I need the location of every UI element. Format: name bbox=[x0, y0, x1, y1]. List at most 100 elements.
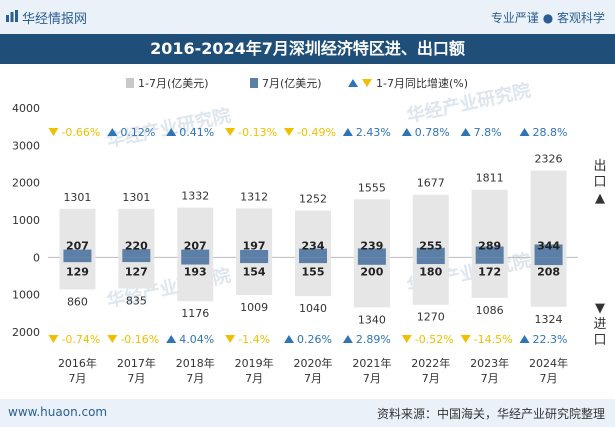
legend-down-arrow-icon bbox=[362, 79, 372, 87]
up-arrow-icon bbox=[107, 128, 118, 136]
import-ytd-label: 835 bbox=[126, 295, 147, 308]
import-month-bar bbox=[63, 257, 92, 263]
x-tick-label: 7月 bbox=[481, 372, 499, 385]
export-ytd-bar bbox=[471, 189, 508, 258]
x-tick-label: 2022年 bbox=[411, 356, 450, 370]
import-month-label: 208 bbox=[537, 265, 560, 278]
import-month-label: 200 bbox=[360, 265, 383, 278]
import-month-bar bbox=[475, 257, 504, 264]
import-ytd-label: 1009 bbox=[240, 301, 268, 314]
export-side-label: ▲ bbox=[595, 191, 605, 206]
import-ytd-bar bbox=[177, 257, 214, 302]
up-arrow-icon bbox=[401, 128, 412, 136]
import-growth-label: -0.74% bbox=[61, 333, 100, 346]
x-tick-label: 2024年 bbox=[529, 356, 568, 370]
x-tick-label: 7月 bbox=[422, 372, 440, 385]
y-tick-label: 0 bbox=[33, 251, 40, 264]
down-arrow-icon bbox=[107, 335, 118, 343]
import-ytd-label: 1270 bbox=[417, 311, 445, 324]
export-growth-label: -0.49% bbox=[297, 126, 336, 139]
import-month-label: 155 bbox=[302, 265, 325, 278]
import-month-bar bbox=[416, 257, 445, 265]
import-growth-label: -14.5% bbox=[474, 333, 513, 346]
y-tick-label: 3000 bbox=[12, 139, 40, 152]
import-month-label: 127 bbox=[125, 265, 148, 278]
chart-title: 2016-2024年7月深圳经济特区进、出口额 bbox=[0, 34, 615, 64]
export-ytd-label: 1811 bbox=[476, 172, 504, 185]
import-ytd-bar bbox=[295, 257, 331, 297]
import-growth-label: 0.26% bbox=[297, 333, 332, 346]
down-arrow-icon bbox=[401, 335, 412, 343]
export-month-label: 239 bbox=[360, 239, 383, 252]
down-arrow-icon bbox=[225, 128, 236, 136]
legend-up-arrow-icon bbox=[348, 79, 358, 87]
export-growth-label: 0.41% bbox=[179, 126, 214, 139]
export-month-bar bbox=[122, 249, 151, 258]
x-tick-label: 2016年 bbox=[58, 356, 97, 370]
export-month-label: 197 bbox=[243, 239, 266, 252]
import-growth-label: 22.3% bbox=[533, 333, 568, 346]
up-arrow-icon bbox=[166, 335, 177, 343]
export-month-bar bbox=[534, 244, 563, 258]
import-side-label: 口 bbox=[593, 333, 606, 348]
export-ytd-label: 1252 bbox=[299, 193, 327, 206]
export-month-label: 289 bbox=[478, 239, 501, 252]
import-month-label: 180 bbox=[419, 265, 442, 278]
export-growth-label: -0.66% bbox=[61, 126, 100, 139]
import-month-label: 172 bbox=[478, 265, 501, 278]
export-ytd-bar bbox=[59, 208, 96, 258]
export-ytd-label: 1301 bbox=[122, 191, 150, 204]
import-side-label: 进 bbox=[593, 317, 606, 332]
import-month-bar bbox=[181, 257, 210, 265]
down-arrow-icon bbox=[225, 335, 236, 343]
import-ytd-bar bbox=[236, 257, 273, 296]
export-growth-label: 2.43% bbox=[356, 126, 391, 139]
up-arrow-icon bbox=[166, 128, 177, 136]
export-month-bar bbox=[357, 248, 386, 258]
x-tick-label: 2019年 bbox=[235, 356, 274, 370]
export-growth-label: 28.8% bbox=[533, 126, 568, 139]
legend-label-growth: 1-7月同比增速(%) bbox=[376, 76, 468, 90]
import-month-label: 154 bbox=[243, 265, 266, 278]
x-tick-label: 2020年 bbox=[294, 356, 333, 370]
export-month-bar bbox=[416, 247, 445, 258]
export-month-bar bbox=[63, 249, 92, 258]
import-ytd-bar bbox=[530, 257, 567, 307]
x-tick-label: 7月 bbox=[540, 372, 558, 385]
export-ytd-bar bbox=[236, 208, 273, 258]
export-month-label: 255 bbox=[419, 239, 442, 252]
y-tick-label: 2000 bbox=[12, 326, 40, 339]
export-growth-label: 7.8% bbox=[474, 126, 502, 139]
legend-swatch-month bbox=[250, 78, 258, 88]
import-growth-label: -1.4% bbox=[238, 333, 270, 346]
export-month-bar bbox=[299, 248, 327, 258]
import-ytd-bar bbox=[118, 257, 155, 289]
import-ytd-label: 1086 bbox=[476, 304, 504, 317]
export-ytd-label: 2326 bbox=[535, 152, 563, 165]
x-tick-label: 2017年 bbox=[117, 356, 156, 370]
import-month-bar bbox=[534, 257, 563, 266]
slogan: 专业严谨 ● 客观科学 bbox=[490, 11, 605, 25]
down-arrow-icon bbox=[284, 128, 294, 136]
export-month-bar bbox=[181, 249, 210, 258]
export-ytd-label: 1555 bbox=[358, 181, 386, 194]
export-ytd-label: 1301 bbox=[63, 191, 91, 204]
export-ytd-bar bbox=[412, 194, 449, 258]
import-ytd-label: 1340 bbox=[358, 313, 386, 326]
import-month-bar bbox=[357, 257, 386, 265]
export-side-label: 口 bbox=[593, 175, 606, 190]
footer-url[interactable]: www.huaon.com bbox=[8, 405, 108, 419]
x-tick-label: 7月 bbox=[68, 372, 86, 385]
import-growth-label: -0.16% bbox=[120, 333, 159, 346]
export-ytd-bar bbox=[530, 170, 567, 258]
export-month-bar bbox=[475, 246, 504, 258]
export-side-label: 出 bbox=[593, 159, 606, 174]
brand-logo-icon bbox=[6, 10, 18, 22]
import-month-label: 129 bbox=[66, 265, 89, 278]
export-growth-label: -0.13% bbox=[238, 126, 277, 139]
up-arrow-icon bbox=[519, 128, 530, 136]
up-arrow-icon bbox=[342, 335, 353, 343]
export-growth-label: 0.12% bbox=[120, 126, 155, 139]
export-month-bar bbox=[240, 249, 269, 258]
export-month-label: 344 bbox=[537, 239, 560, 252]
